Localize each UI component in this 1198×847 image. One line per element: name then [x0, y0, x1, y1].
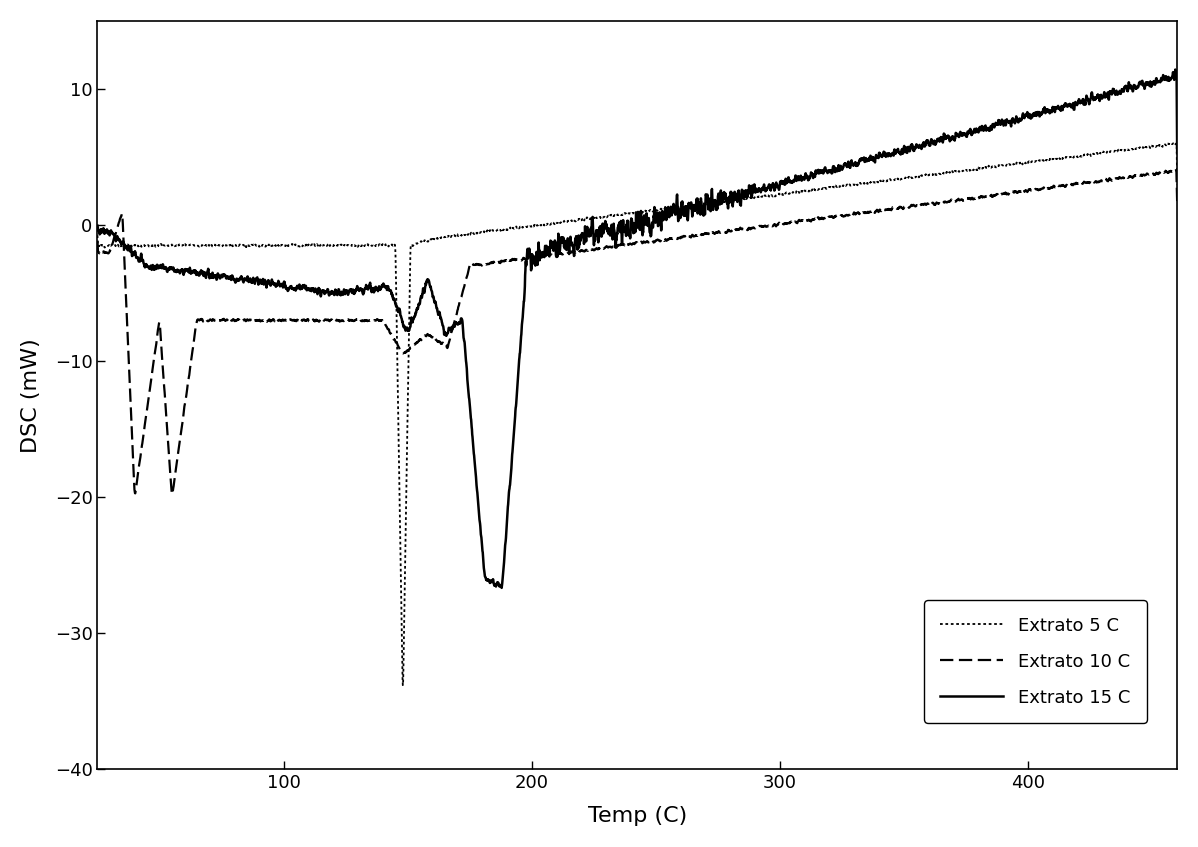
Extrato 5 C — [1170, 180, 1185, 190]
Extrato 5 C — [1083, 150, 1097, 160]
Extrato 10 C — [90, 235, 104, 246]
Extrato 10 C — [1170, 198, 1185, 208]
Extrato 15 C — [90, 220, 104, 230]
Extrato 5 C — [90, 230, 104, 241]
Extrato 15 C — [1083, 94, 1097, 104]
Extrato 10 C — [544, 250, 558, 260]
Extrato 15 C — [604, 230, 618, 240]
Extrato 10 C — [1137, 170, 1151, 180]
Extrato 5 C — [552, 218, 567, 228]
Extrato 5 C — [395, 680, 410, 690]
Line: Extrato 10 C: Extrato 10 C — [97, 169, 1178, 494]
Extrato 5 C — [875, 176, 889, 186]
Extrato 15 C — [1170, 147, 1185, 157]
Line: Extrato 15 C: Extrato 15 C — [97, 69, 1178, 588]
Extrato 10 C — [552, 248, 567, 258]
Extrato 10 C — [1167, 164, 1181, 174]
Extrato 15 C — [875, 152, 889, 162]
Extrato 10 C — [875, 206, 889, 216]
Line: Extrato 5 C: Extrato 5 C — [97, 143, 1178, 685]
Extrato 10 C — [604, 241, 618, 252]
Y-axis label: DSC (mW): DSC (mW) — [20, 338, 41, 452]
Extrato 15 C — [1168, 64, 1182, 75]
Extrato 10 C — [165, 489, 180, 499]
Extrato 5 C — [1137, 141, 1151, 152]
Extrato 5 C — [544, 219, 558, 229]
Extrato 15 C — [1137, 81, 1151, 91]
Extrato 15 C — [544, 240, 558, 250]
Legend: Extrato 5 C, Extrato 10 C, Extrato 15 C: Extrato 5 C, Extrato 10 C, Extrato 15 C — [924, 601, 1146, 723]
Extrato 5 C — [604, 210, 618, 220]
Extrato 10 C — [1083, 176, 1097, 186]
Extrato 5 C — [1169, 138, 1184, 148]
Extrato 15 C — [495, 583, 509, 593]
X-axis label: Temp (C): Temp (C) — [588, 806, 686, 826]
Extrato 15 C — [552, 245, 567, 255]
